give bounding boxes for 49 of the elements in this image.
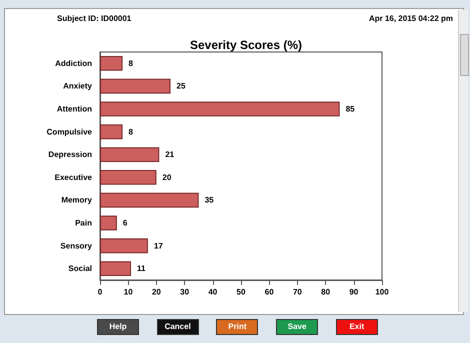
data-label: 6 — [122, 218, 128, 228]
data-label: 85 — [346, 104, 356, 114]
button: Save — [276, 319, 318, 335]
text: Apr 16, 2015 04:22 pm — [368, 14, 453, 23]
bar — [100, 78, 170, 94]
bar — [100, 124, 123, 140]
y-tick-label: Memory — [61, 196, 93, 205]
bar — [100, 192, 199, 208]
data-label: 25 — [176, 82, 186, 91]
bar — [100, 170, 156, 185]
data-label: 17 — [154, 241, 164, 250]
x-tick-label: 40 — [208, 288, 218, 296]
bar — [100, 147, 160, 162]
button: Exit — [336, 319, 378, 335]
y-tick-label: Attention — [56, 104, 92, 114]
y-tick-label: Pain — [75, 218, 92, 228]
bar — [100, 216, 117, 230]
button: Help — [97, 319, 139, 335]
x-tick-label: 80 — [321, 288, 331, 296]
x-tick-label: 0 — [98, 288, 103, 296]
x-tick-label: 100 — [375, 288, 390, 296]
chart-title: Severity Scores (%) — [190, 38, 302, 52]
y-tick-label: Addiction — [55, 58, 92, 68]
data-label: 8 — [128, 58, 134, 68]
x-tick-label: 20 — [152, 288, 162, 296]
y-tick-label: Depression — [48, 150, 92, 160]
data-label: 8 — [128, 127, 134, 136]
data-label: 20 — [162, 172, 172, 182]
x-tick-label: 70 — [292, 288, 302, 296]
data-label: 35 — [204, 196, 214, 205]
text: Subject ID: ID00001 — [57, 14, 132, 23]
x-tick-label: 30 — [180, 288, 190, 296]
button: Cancel — [156, 319, 199, 335]
bar — [100, 261, 132, 276]
x-tick-label: 10 — [124, 288, 134, 296]
y-tick-label: Compulsive — [46, 127, 93, 136]
bar — [100, 102, 340, 116]
data-label: 21 — [165, 150, 175, 160]
x-tick-label: 60 — [264, 288, 274, 296]
x-tick-label: 50 — [236, 288, 246, 296]
y-tick-label: Sensory — [60, 241, 93, 250]
data-label: 11 — [137, 264, 146, 274]
y-tick-label: Executive — [54, 172, 93, 182]
y-tick-label: Social — [68, 264, 92, 274]
button: Print — [216, 319, 258, 335]
y-tick-label: Anxiety — [63, 82, 93, 91]
x-tick-label: 90 — [349, 288, 359, 296]
bar — [100, 238, 148, 254]
bar — [100, 56, 123, 71]
